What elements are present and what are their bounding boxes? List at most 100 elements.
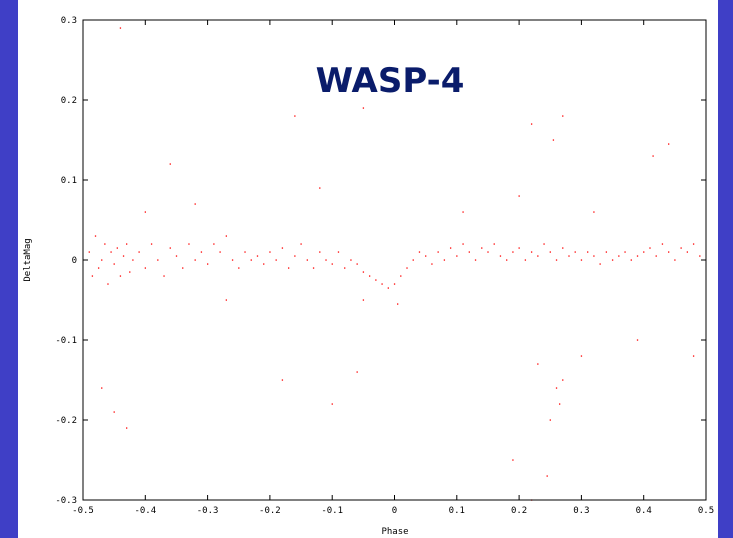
data-point [530,251,533,253]
data-point [649,247,651,249]
data-point [256,255,259,257]
y-tick-label: -0.3 [55,496,77,506]
data-point [116,247,118,249]
data-point [546,475,548,477]
data-point [668,251,670,253]
data-point [568,255,570,257]
data-point [113,263,115,265]
data-point [281,247,284,249]
data-point [281,379,284,381]
data-point [524,259,527,261]
data-point [97,267,100,269]
chart-panel: WASP-4 -0.5 -0.4 -0.3 -0.2 -0.1 0 0.1 0.2 0.3 0.4… [18,0,718,538]
data-point [449,247,452,249]
x-tick-label: -0.4 [134,506,156,516]
data-point [294,115,296,117]
data-point [132,259,134,261]
data-point [126,243,128,245]
data-point [200,251,203,253]
data-point [537,363,539,365]
data-point [213,243,215,245]
data-point [643,251,645,253]
data-point [562,115,564,117]
data-point [493,243,495,245]
data-point [344,267,346,269]
x-tick-label: 0.5 [698,506,714,516]
data-point [182,267,184,269]
data-point [618,255,620,257]
data-point [175,255,178,257]
data-point [518,247,520,249]
data-point [362,299,365,301]
data-point [661,243,664,245]
data-point [207,263,209,265]
data-point [319,251,321,253]
data-point [362,271,365,273]
x-tick-label: -0.3 [197,506,219,516]
y-tick-label: 0.3 [61,16,77,26]
data-point [101,387,103,389]
y-tick-label: -0.1 [55,336,77,346]
y-axis-label: DeltaMag [23,238,33,281]
data-point [319,187,321,189]
data-point [119,27,122,29]
data-point [587,251,589,253]
y-tick-label: 0.1 [61,176,77,186]
data-point [381,283,383,285]
y-tick-label: -0.2 [55,416,77,426]
data-point [605,251,608,253]
data-point [552,139,555,141]
data-point [88,251,90,253]
data-point [400,275,402,277]
data-point [518,195,520,197]
data-point [512,459,514,461]
data-point [263,263,265,265]
data-point [225,299,227,301]
data-point [574,251,576,253]
data-point [393,283,396,285]
data-point [194,203,196,205]
data-point [580,355,583,357]
data-point [680,247,682,249]
data-point [418,251,421,253]
x-tick-label: 0.2 [511,506,527,516]
data-point [593,211,595,213]
data-point [113,411,115,413]
data-point [150,243,153,245]
data-point [225,235,227,237]
data-point [157,259,159,261]
data-point [549,419,551,421]
x-axis-label: Phase [381,527,408,537]
data-point [144,267,146,269]
data-point [431,263,433,265]
data-point [231,259,234,261]
data-point [219,251,221,253]
data-point [306,259,308,261]
data-point [300,243,302,245]
data-point [558,403,561,405]
data-point [337,251,340,253]
data-point [312,267,315,269]
data-point [331,263,333,265]
data-point [506,259,508,261]
data-point [101,259,103,261]
x-tick-label: -0.1 [321,506,343,516]
data-point [375,279,377,281]
data-point [188,243,190,245]
data-point [169,247,171,249]
data-point [238,267,240,269]
data-points [88,27,701,501]
data-point [368,275,371,277]
data-point [129,271,131,273]
data-point [699,255,701,257]
data-point [104,243,106,245]
data-point [425,255,427,257]
data-point [611,259,614,261]
data-point [194,259,196,261]
data-point [692,355,695,357]
data-point [593,255,595,257]
data-point [250,259,252,261]
data-point [122,255,125,257]
data-point [655,255,657,257]
data-point [624,251,626,253]
